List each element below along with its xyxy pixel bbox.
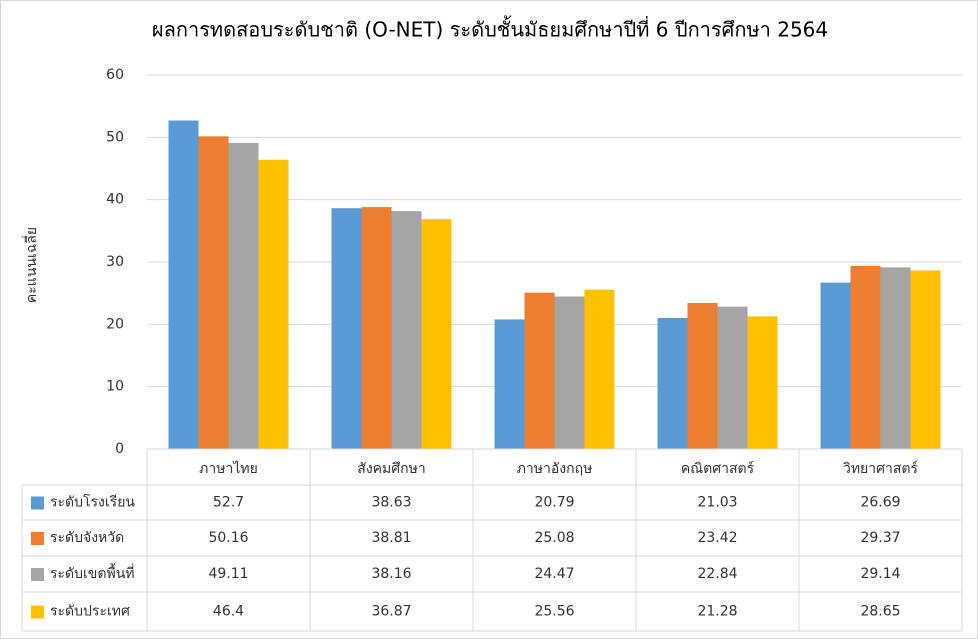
bar: [820, 282, 851, 449]
y-tick-label: 50: [106, 129, 124, 145]
bar: [880, 267, 911, 449]
y-tick-label: 60: [106, 67, 124, 83]
table-cell: 38.16: [371, 566, 411, 582]
bar: [687, 303, 718, 449]
y-tick-label: 10: [106, 379, 124, 395]
x-tick-label: สังคมศึกษา: [357, 461, 425, 477]
table-cell: 20.79: [534, 495, 574, 511]
y-tick-label: 40: [106, 192, 124, 208]
x-tick-label: คณิตศาสตร์: [681, 460, 755, 477]
bar: [524, 292, 555, 449]
bar: [657, 317, 688, 449]
table-cell: 46.4: [213, 604, 244, 620]
table-cell: 49.11: [208, 566, 248, 582]
table-cell: 25.56: [534, 604, 574, 620]
bar: [554, 296, 585, 449]
bar: [331, 208, 362, 449]
table-cell: 36.87: [371, 604, 411, 620]
bar: [584, 289, 615, 449]
legend-label: ระดับเขตพื้นที่: [50, 563, 135, 582]
y-axis-label: คะแนนเฉลี่ย: [22, 227, 40, 303]
y-tick-label: 0: [115, 441, 124, 457]
bar: [421, 219, 452, 449]
legend-label: ระดับประเทศ: [50, 604, 130, 620]
table-cell: 22.84: [697, 566, 737, 582]
y-tick-label: 20: [106, 316, 124, 332]
table-cell: 21.03: [697, 495, 737, 511]
legend-swatch: [31, 532, 44, 545]
table-cell: 52.7: [213, 495, 244, 511]
legend-swatch: [31, 605, 44, 619]
bar: [850, 265, 881, 449]
bar: [391, 211, 422, 449]
legend-label: ระดับโรงเรียน: [50, 494, 135, 511]
table-cell: 29.14: [860, 566, 900, 582]
table-cell: 25.08: [534, 530, 574, 546]
chart-title: ผลการทดสอบระดับชาติ (O-NET) ระดับชั้นมัธ…: [152, 16, 828, 42]
bar: [747, 316, 778, 449]
x-tick-label: ภาษาไทย: [199, 460, 258, 477]
bar: [910, 270, 941, 449]
legend-label: ระดับจังหวัด: [50, 530, 124, 546]
table-cell: 38.81: [371, 530, 411, 546]
bar: [258, 159, 289, 450]
bar: [198, 136, 229, 449]
bar: [168, 120, 199, 450]
bar: [228, 142, 259, 450]
bar: [494, 319, 525, 449]
table-cell: 28.65: [860, 604, 900, 620]
legend-swatch: [31, 496, 44, 510]
x-tick-label: วิทยาศาสตร์: [843, 460, 919, 477]
y-tick-label: 30: [106, 254, 124, 270]
table-cell: 23.42: [697, 530, 737, 546]
bar: [717, 306, 748, 449]
bar: [361, 207, 392, 449]
legend-swatch: [31, 568, 44, 581]
x-tick-label: ภาษาอังกฤษ: [517, 461, 593, 477]
table-cell: 38.63: [371, 495, 411, 511]
table-cell: 21.28: [697, 604, 737, 620]
table-cell: 24.47: [534, 566, 574, 582]
table-cell: 50.16: [208, 530, 248, 546]
table-cell: 29.37: [860, 530, 900, 546]
table-cell: 26.69: [860, 495, 900, 511]
